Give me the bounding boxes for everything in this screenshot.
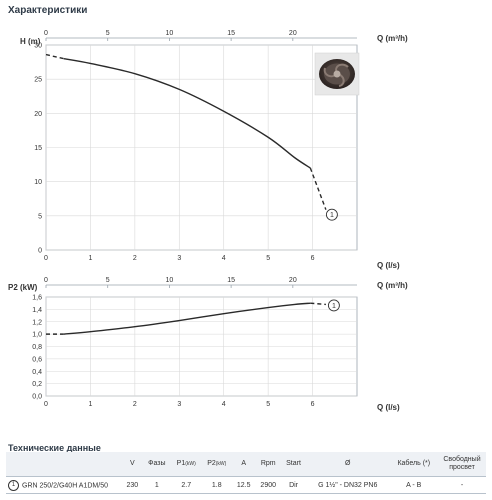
x-tick-label: 5	[266, 255, 270, 262]
header-start: Start	[286, 460, 301, 467]
cell-cable: A - B	[406, 481, 422, 489]
curve-label-circle	[327, 299, 340, 312]
x2-axis-label: Q (m³/h)	[377, 281, 408, 290]
cell-diameter: G 1½" - DN32 PN6	[318, 481, 378, 489]
cell-rpm: 2900	[260, 481, 276, 489]
y-tick-label: 30	[34, 43, 42, 50]
header-v: V	[130, 460, 135, 467]
y-tick-label: 1,4	[32, 307, 42, 314]
power-chart: 0,0 0,2 0,4 0,6 0,8 1,0 1,2 1,4 1,6 0 1 2 3 4 5 6 0 5 10 15…	[8, 277, 408, 412]
x2-tick-label: 10	[166, 30, 174, 37]
y-tick-label: 0,8	[32, 344, 42, 351]
x-tick-label: 3	[177, 401, 181, 408]
y-tick-label: 0,6	[32, 356, 42, 363]
y-axis-label: H (m)	[20, 37, 41, 46]
curve-dashed-end	[309, 167, 327, 210]
cell-clearance: -	[460, 481, 464, 489]
curve-dashed-end	[310, 302, 326, 306]
x2-tick-label: 20	[289, 277, 297, 284]
curve-label: 1	[330, 212, 334, 219]
header-cable: Кабель (*)	[397, 460, 431, 467]
x-tick-label: 0	[44, 401, 48, 408]
section-title: Характеристики	[8, 5, 88, 16]
cell-v: 230	[126, 481, 139, 489]
cell-p1: 2.7	[181, 481, 192, 489]
x2-tick-label: 0	[44, 30, 48, 37]
curve-label: 1	[332, 303, 336, 310]
header-clearance: Свободный просвет	[443, 456, 481, 471]
y-tick-label: 0	[38, 248, 42, 255]
y-tick-label: 1,0	[32, 332, 42, 339]
table-row: 1 GRN 250/2/G40H A1DM/50 230 1 2.7 1.8 12…	[6, 476, 486, 494]
x-tick-label: 4	[222, 255, 226, 262]
header-diameter: Ø	[345, 460, 351, 467]
x-tick-label: 6	[311, 401, 315, 408]
x-tick-label: 4	[222, 401, 226, 408]
curve-series-1	[63, 302, 311, 335]
x-tick-label: 1	[88, 255, 92, 262]
x2-tick-label: 10	[166, 277, 174, 284]
cell-p2: 1.8	[211, 481, 222, 489]
y-tick-label: 15	[34, 145, 42, 152]
header-phases: Фазы	[148, 460, 166, 467]
x-tick-label: 2	[133, 255, 137, 262]
x2-axis-label: Q (m³/h)	[377, 34, 408, 43]
header-p2: P2(kW)	[207, 460, 227, 467]
x-tick-label: 2	[133, 401, 137, 408]
model-cell: 1 GRN 250/2/G40H A1DM/50	[6, 477, 122, 494]
x2-tick-label: 5	[106, 30, 110, 37]
cell-phases: 1	[154, 481, 159, 489]
x-axis-label: Q (l/s)	[377, 403, 400, 412]
cell-a: 12.5	[236, 481, 251, 489]
y-tick-label: 10	[34, 179, 42, 186]
header-a: A	[241, 460, 246, 467]
y-tick-label: 25	[34, 77, 42, 84]
x2-tick-label: 20	[289, 30, 297, 37]
y-tick-label: 1,2	[32, 319, 42, 326]
x2-tick-label: 15	[227, 277, 235, 284]
x-tick-label: 5	[266, 401, 270, 408]
technical-data-table: V Фазы P1(kW) P2(kW) A Rpm Start Ø Кабел…	[6, 452, 486, 494]
header-rpm: Rpm	[260, 460, 276, 467]
cell-start: Dir	[289, 481, 299, 489]
y-tick-label: 0,4	[32, 369, 42, 376]
y-tick-label: 5	[38, 213, 42, 220]
y-tick-label: 20	[34, 111, 42, 118]
table-header-row: V Фазы P1(kW) P2(kW) A Rpm Start Ø Кабел…	[6, 452, 486, 477]
table-title: Технические данные	[8, 443, 101, 453]
y-tick-label: 0,0	[32, 394, 42, 401]
x-axis-label: Q (l/s)	[377, 261, 400, 270]
x-tick-label: 0	[44, 255, 48, 262]
x-tick-label: 3	[177, 255, 181, 262]
curve-number-badge: 1	[8, 479, 19, 491]
y-tick-label: 0,2	[32, 381, 42, 388]
x2-tick-label: 5	[106, 277, 110, 284]
y-tick-label: 1,6	[32, 295, 42, 302]
x-tick-label: 6	[311, 255, 315, 262]
model-name: GRN 250/2/G40H A1DM/50	[22, 481, 108, 489]
curve-label-circle	[325, 208, 338, 221]
x2-tick-label: 0	[44, 277, 48, 284]
x-tick-label: 1	[88, 401, 92, 408]
impeller-image	[314, 52, 360, 96]
y-axis-label: P2 (kW)	[8, 283, 38, 292]
curve-series-1	[63, 57, 311, 169]
curve-dashed-start	[45, 53, 64, 60]
x2-tick-label: 15	[227, 30, 235, 37]
header-p1: P1(kW)	[176, 460, 196, 467]
